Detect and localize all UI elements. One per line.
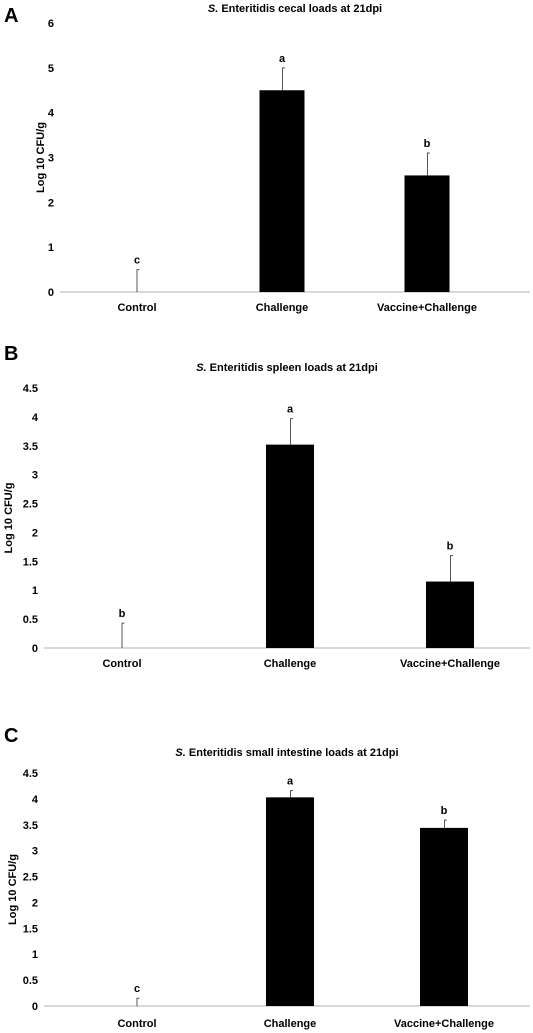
y-tick-label: 4 — [48, 108, 55, 120]
significance-label: b — [119, 608, 126, 620]
significance-label: b — [441, 805, 448, 817]
chart-title: S. Enteritidis small intestine loads at … — [175, 747, 398, 759]
significance-label: a — [287, 404, 294, 416]
y-tick-label: 3 — [48, 153, 54, 165]
chart-panel-b: B S. Enteritidis spleen loads at 21dpi Log… — [3, 343, 530, 670]
y-tick-label: 2 — [32, 897, 38, 909]
y-axis-label: Log 10 CFU/g — [7, 854, 19, 925]
chart-title: S. Enteritidis cecal loads at 21dpi — [208, 3, 382, 15]
category-label: Vaccine+Challenge — [400, 658, 500, 670]
bar — [426, 581, 474, 648]
category-label: Vaccine+Challenge — [394, 1018, 494, 1030]
significance-label: c — [134, 983, 140, 995]
y-tick-label: 2.5 — [23, 499, 38, 511]
y-tick-label: 1 — [32, 949, 38, 961]
y-tick-label: 5 — [48, 63, 54, 75]
y-tick-label: 1.5 — [23, 923, 38, 935]
y-tick-label: 3 — [32, 470, 38, 482]
y-tick-label: 1.5 — [23, 556, 38, 568]
y-tick-label: 2 — [32, 527, 38, 539]
panel-letter: A — [4, 5, 18, 27]
y-tick-label: 0 — [32, 643, 38, 655]
significance-label: b — [424, 138, 431, 150]
significance-label: b — [447, 541, 454, 553]
bar — [404, 175, 450, 292]
bar — [259, 90, 305, 292]
y-tick-label: 4 — [32, 412, 39, 424]
chart-title: S. Enteritidis spleen loads at 21dpi — [196, 362, 378, 374]
significance-label: a — [287, 776, 294, 788]
category-label: Control — [117, 302, 156, 314]
y-tick-label: 3 — [32, 846, 38, 858]
category-label: Challenge — [264, 1018, 317, 1030]
bar — [266, 797, 314, 1006]
chart-panel-a: A S. Enteritidis cecal loads at 21dpi Log … — [4, 3, 530, 314]
y-tick-label: 1 — [32, 585, 38, 597]
category-label: Vaccine+Challenge — [377, 302, 477, 314]
y-tick-label: 4.5 — [23, 768, 38, 780]
bar — [266, 444, 314, 648]
y-tick-label: 4.5 — [23, 383, 38, 395]
category-label: Challenge — [264, 658, 317, 670]
y-tick-label: 3.5 — [23, 441, 38, 453]
y-tick-label: 2 — [48, 197, 54, 209]
y-tick-label: 4 — [32, 794, 39, 806]
y-tick-label: 0.5 — [23, 975, 38, 987]
significance-label: c — [134, 255, 140, 267]
bar — [420, 827, 468, 1006]
y-axis-label: Log 10 CFU/g — [3, 483, 15, 554]
y-tick-label: 2.5 — [23, 872, 38, 884]
y-tick-label: 0 — [48, 287, 54, 299]
category-label: Control — [117, 1018, 156, 1030]
y-tick-label: 3.5 — [23, 820, 38, 832]
category-label: Control — [102, 658, 141, 670]
category-label: Challenge — [256, 302, 309, 314]
y-axis-label: Log 10 CFU/g — [35, 122, 47, 193]
y-tick-label: 0.5 — [23, 614, 38, 626]
y-tick-label: 0 — [32, 1001, 38, 1013]
significance-label: a — [279, 53, 286, 65]
chart-panel-c: C S. Enteritidis small intestine loads at… — [4, 725, 530, 1030]
panel-letter: C — [4, 725, 18, 747]
panel-letter: B — [4, 343, 18, 365]
y-tick-label: 1 — [48, 242, 54, 254]
y-tick-label: 6 — [48, 18, 54, 30]
